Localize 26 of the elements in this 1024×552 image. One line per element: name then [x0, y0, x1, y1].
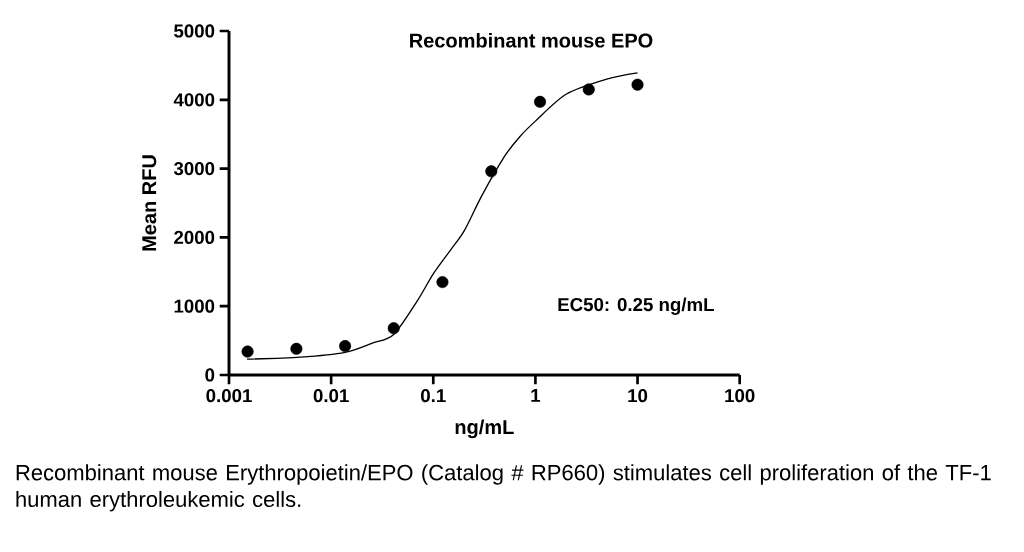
x-axis-title: ng/mL [455, 419, 514, 439]
point [485, 165, 498, 178]
x-tick-label: 100 [725, 389, 755, 403]
x-tick-label: 10 [628, 389, 648, 403]
point [582, 83, 595, 96]
y-tick-label: 3000 [173, 161, 215, 176]
y-tick-label: 0 [205, 368, 215, 382]
y-tick-label: 1000 [174, 299, 215, 313]
point [387, 322, 400, 335]
point [631, 78, 644, 91]
y-axis-title: Mean RFU [142, 155, 157, 251]
y-tick-label: 2000 [174, 230, 215, 244]
text: Recombinant mouse Erythropoietin/EPO (Catalog # RP660) stimulates cell proliferation of the TF-1 human erythroleukemic cells. [16, 464, 991, 512]
x-tick-label: 0.1 [421, 389, 446, 403]
annotation: EC50: 0.25 ng/mL [558, 297, 714, 315]
chart-title: Recombinant mouse EPO [410, 32, 653, 48]
x-tick-label: 0.001 [206, 389, 252, 403]
point [534, 95, 547, 108]
y-tick-label: 5000 [174, 24, 215, 38]
x-tick-label: 0.01 [313, 389, 349, 403]
y-tick-label: 4000 [173, 93, 215, 107]
point [241, 345, 254, 358]
point [290, 342, 303, 355]
point [436, 276, 449, 289]
point [339, 340, 352, 353]
x-tick-label: 1 [531, 389, 541, 402]
